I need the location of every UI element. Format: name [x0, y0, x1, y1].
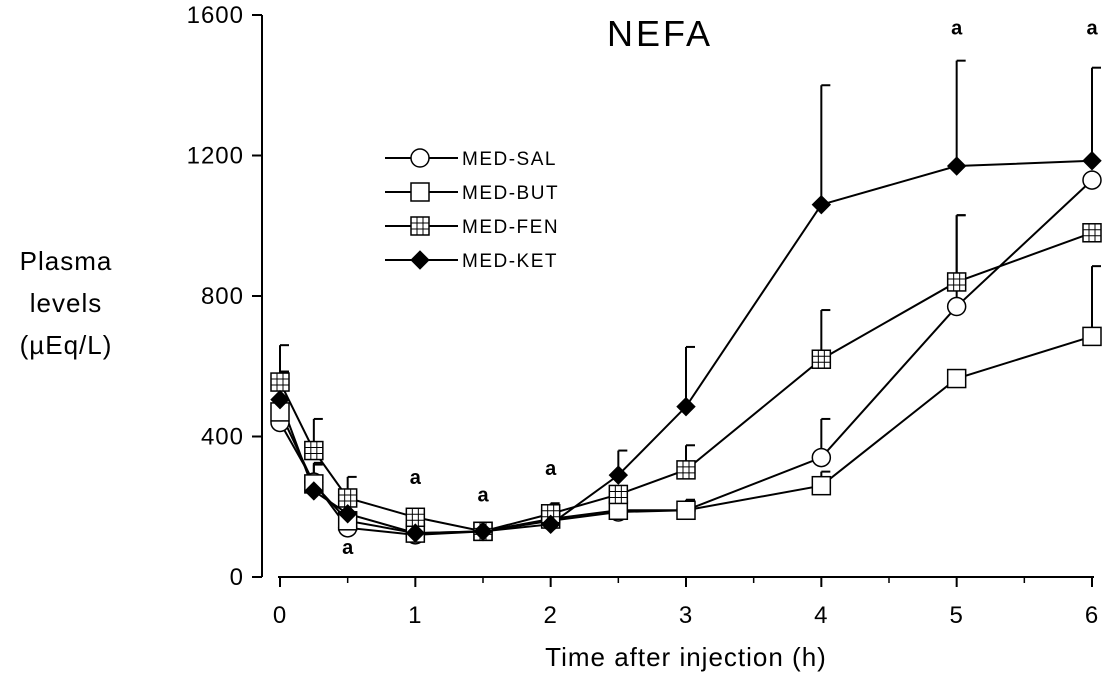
legend-marker-med-sal — [410, 148, 430, 168]
point-med-fen — [946, 272, 967, 292]
significance-mark: a — [477, 484, 489, 506]
point-med-but — [811, 475, 832, 496]
point-med-fen — [608, 484, 629, 505]
point-med-but — [676, 500, 696, 521]
x-axis-title: Time after injection (h) — [545, 642, 827, 672]
legend-item-med-sal: MED-SAL — [385, 148, 557, 170]
legend-marker-med-fen — [410, 216, 430, 236]
x-tick-label-5: 5 — [949, 602, 963, 629]
x-tick-label-1: 1 — [408, 602, 422, 629]
point-med-ket — [811, 194, 832, 215]
significance-mark: a — [545, 458, 557, 480]
legend-item-med-fen: MED-FEN — [385, 216, 559, 238]
significance-mark: a — [951, 17, 963, 39]
point-med-sal — [1082, 170, 1102, 190]
point-med-fen — [676, 460, 696, 480]
y-axis-title-line-2: levels — [30, 288, 102, 318]
point-med-sal — [811, 447, 832, 468]
errorbar-med-fen — [955, 214, 966, 282]
chart-title: NEFA — [607, 13, 713, 54]
errorbar-med-sal — [955, 214, 966, 307]
significance-mark: a — [1086, 17, 1098, 39]
legend-label-med-but: MED-BUT — [462, 183, 559, 204]
x-tick-label-0: 0 — [273, 602, 287, 629]
point-med-fen — [304, 440, 324, 461]
legend-label-med-fen: MED-FEN — [462, 217, 559, 238]
y-tick-label-800: 800 — [201, 283, 244, 310]
point-med-fen — [337, 488, 358, 508]
errorbar-med-ket — [1091, 66, 1101, 161]
errorbar-med-ket — [685, 345, 695, 407]
axes: 0 400 800 1200 1600 0 1 2 3 4 5 6 — [187, 2, 1099, 629]
point-med-ket — [540, 514, 561, 535]
point-med-ket — [608, 465, 629, 485]
y-axis-title-line-3: (µEq/L) — [20, 330, 113, 360]
point-med-fen — [270, 372, 290, 392]
y-tick-label-400: 400 — [201, 424, 244, 451]
point-med-fen — [1082, 223, 1102, 243]
point-med-ket — [473, 521, 493, 542]
x-tick-label-6: 6 — [1085, 602, 1099, 629]
series-markers — [270, 151, 1102, 545]
point-med-ket — [676, 396, 696, 417]
significance-annotations: a a a a a a — [342, 17, 1098, 559]
legend-item-med-ket: MED-KET — [385, 250, 558, 272]
legend-item-med-but: MED-BUT — [385, 182, 559, 204]
errorbar-med-ket — [820, 84, 831, 205]
significance-mark: a — [410, 467, 422, 489]
y-tick-label-0: 0 — [230, 564, 244, 591]
legend-marker-med-ket — [410, 250, 430, 270]
legend: MED-SAL MED-BUT MED-FEN MED-KET — [385, 148, 559, 272]
point-med-ket — [337, 504, 358, 524]
legend-label-med-ket: MED-KET — [462, 251, 558, 272]
point-med-but — [946, 368, 967, 389]
significance-mark: a — [342, 537, 354, 559]
point-med-sal — [946, 296, 967, 317]
errorbar-med-ket — [955, 59, 966, 167]
y-tick-label-1200: 1200 — [187, 143, 244, 170]
point-med-fen — [811, 349, 832, 369]
point-med-ket — [405, 523, 426, 543]
x-tick-label-3: 3 — [679, 602, 693, 629]
point-med-ket — [304, 481, 324, 501]
point-med-ket — [270, 389, 290, 410]
point-med-but — [1082, 326, 1102, 347]
x-tick-label-2: 2 — [543, 602, 557, 629]
legend-marker-med-but — [410, 182, 430, 202]
legend-label-med-sal: MED-SAL — [462, 149, 557, 170]
y-axis-title: Plasma levels (µEq/L) — [20, 246, 113, 360]
point-med-ket — [1082, 151, 1102, 171]
y-tick-label-1600: 1600 — [187, 2, 244, 29]
errorbar-med-but — [1091, 265, 1101, 337]
point-med-ket — [946, 156, 967, 176]
y-axis-title-line-1: Plasma — [20, 246, 113, 276]
x-tick-label-4: 4 — [814, 602, 828, 629]
